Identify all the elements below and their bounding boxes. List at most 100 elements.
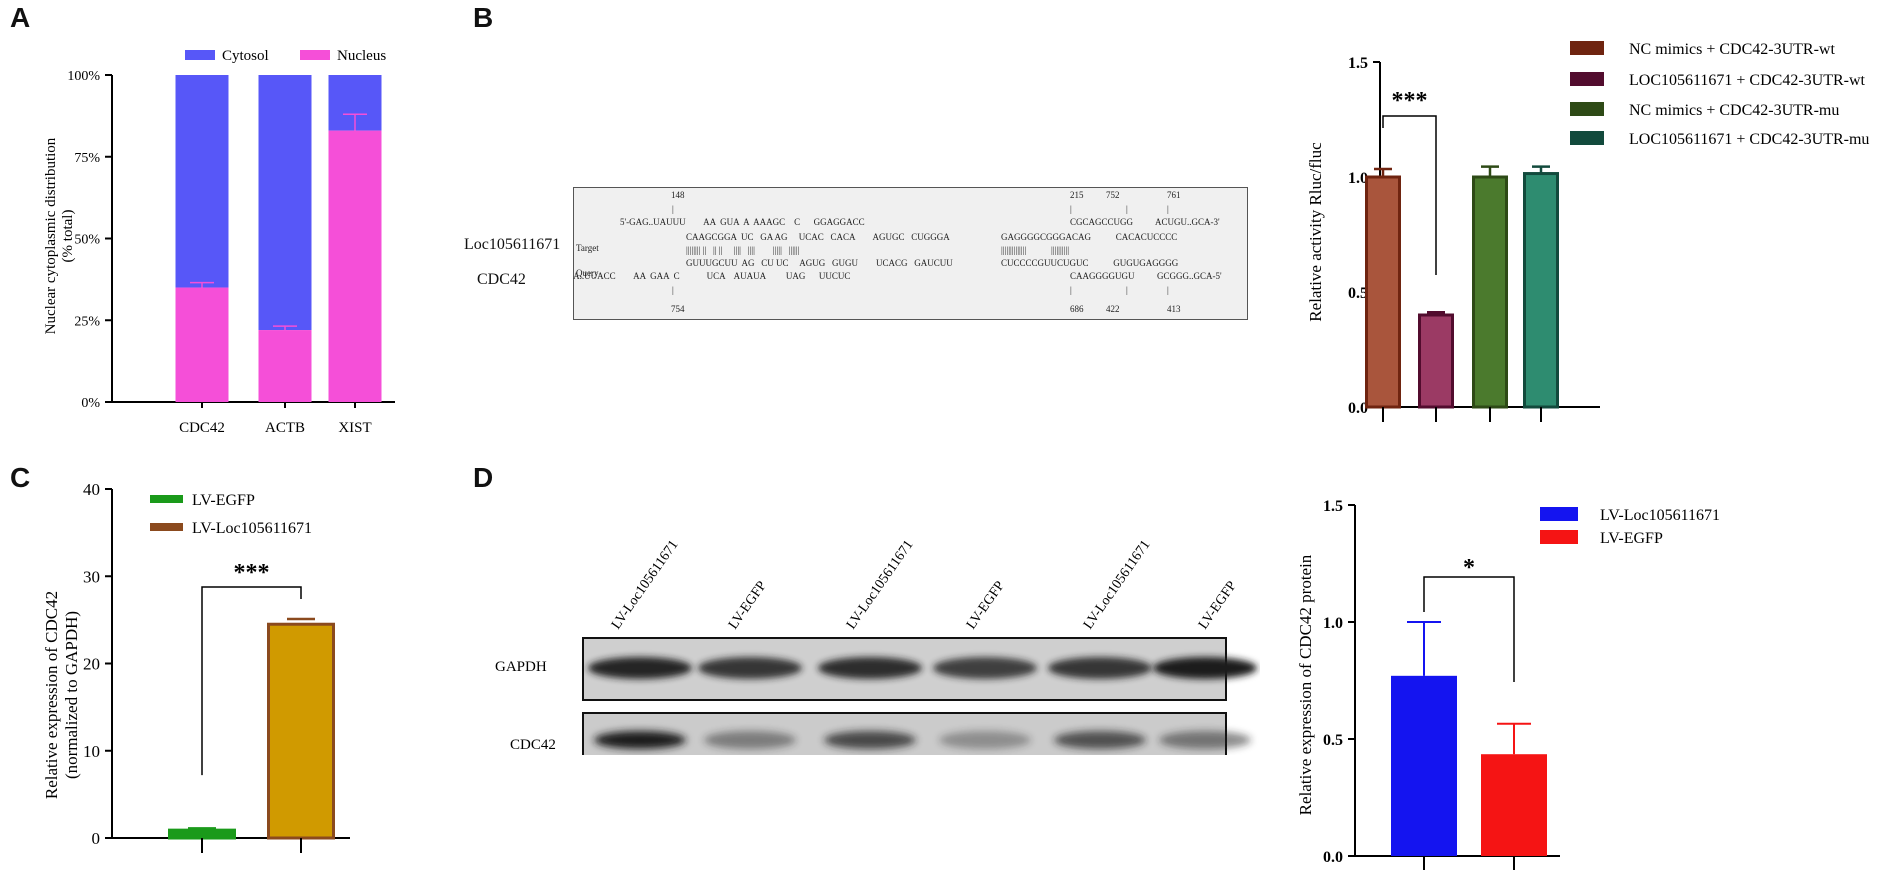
chart-a-y-tick-label: 100%: [67, 69, 100, 84]
chart-b-y-tick-label: 0.0: [1348, 400, 1368, 417]
chart-a-bar-nucleus: [258, 330, 312, 402]
chart-b-significance-bracket: [1382, 115, 1437, 275]
alignment-bottom-number-1: 754: [671, 304, 685, 314]
chart-c-y-tick-label: 40: [83, 480, 100, 499]
alignment-line-5: 3'-AAA..UUACC AA GAA C UCA AUAUA UAG UUC…: [573, 271, 850, 281]
chart-c-bar: [168, 828, 236, 840]
panel-label-a: A: [10, 2, 31, 33]
chart-a-x-tick-label: ACTB: [265, 420, 305, 436]
alignment-tag-target: Target: [576, 243, 599, 253]
chart-b-relative-activity: Relative activity Rluc/fluc 0.0 0.5 1.0 1.5 *…: [1306, 41, 1869, 422]
blot-band-cdc42: [824, 731, 916, 749]
alignment-row-label-loc: Loc105611671: [464, 236, 561, 253]
legend-label-lv-egfp: LV-EGFP: [192, 492, 255, 509]
chart-d-significance-bracket: [1423, 576, 1515, 682]
chart-c-ylabel-line1: Relative expression of CDC42: [42, 591, 61, 799]
alignment-tick: |: [1126, 285, 1128, 295]
alignment-line-5-right: CAAGGGGUGU GCGGG..GCA-5': [1070, 271, 1222, 281]
blot-lane-label: LV-EGFP: [964, 578, 1008, 632]
chart-a-nuclear-cytoplasmic: Nuclear cytoplasmic distribution (% tota…: [43, 48, 395, 436]
legend-swatch-nucleus: [300, 50, 330, 60]
chart-b-legend-label: NC mimics + CDC42-3UTR-mu: [1629, 102, 1839, 119]
alignment-line-3-right: |||||||||||||| ||||||||||: [1001, 245, 1069, 255]
chart-a-x-tick-label: CDC42: [179, 420, 225, 436]
legend-swatch-lv-egfp: [150, 495, 183, 503]
blot-band-gapdh: [698, 657, 802, 679]
chart-a-bar-nucleus: [175, 287, 229, 402]
legend-label-nucleus: Nucleus: [337, 48, 386, 64]
chart-a-bar-cytosol: [175, 75, 229, 288]
alignment-line-4: GUUUGCUU AG CU UC AGUG GUGU UCACG GAUCUU: [686, 258, 953, 268]
alignment-bottom-number-3: 422: [1106, 304, 1120, 314]
chart-b-y-tick-label: 1.0: [1348, 170, 1368, 187]
alignment-tag-query: Query: [576, 268, 599, 278]
blot-lane-label: LV-Loc105611671: [844, 538, 917, 633]
chart-d-bar: [1481, 754, 1547, 856]
chart-b-legend-label: LOC105611671 + CDC42-3UTR-wt: [1629, 72, 1866, 89]
panel-label-c: C: [10, 462, 31, 493]
western-blot: LV-Loc105611671 LV-EGFP LV-Loc105611671 LV-…: [495, 538, 1257, 755]
alignment-line-3: |||||||| || || || |||| |||| ||||| ||||||: [686, 245, 800, 255]
chart-d-y-tick-label: 1.5: [1323, 498, 1343, 515]
chart-a-y-tick-label: 75%: [74, 151, 100, 166]
chart-c-relative-expression: Relative expression of CDC42 (normalized…: [42, 480, 350, 853]
alignment-line-2-right: GAGGGGCGGGACAG CACACUCCCC: [1001, 232, 1177, 242]
panel-label-b: B: [473, 2, 494, 33]
blot-lane-label: LV-EGFP: [726, 578, 770, 632]
chart-b-legend-swatch: [1570, 131, 1604, 145]
blot-band-cdc42: [1159, 731, 1251, 749]
chart-b-legend-swatch: [1570, 102, 1604, 116]
alignment-tick: |: [1167, 204, 1169, 214]
alignment-top-number-3: 752: [1106, 190, 1120, 200]
legend-swatch-lv-loc: [150, 523, 183, 531]
blot-lane-label: LV-Loc105611671: [609, 538, 682, 633]
alignment-top-number-1: 148: [671, 190, 685, 200]
chart-d-ylabel: Relative expression of CDC42 protein: [1296, 554, 1315, 815]
chart-d-legend: LV-Loc105611671 LV-EGFP: [1540, 507, 1720, 547]
alignment-tick: |: [1070, 204, 1072, 214]
alignment-tick: |: [672, 285, 674, 295]
alignment-line-1: 5'-GAG..UAUUU AA GUA A AAAGC C GGAGGACC: [620, 217, 865, 227]
alignment-tick: |: [1126, 204, 1128, 214]
chart-c-significance-label: ***: [234, 560, 270, 586]
chart-d-legend-label: LV-EGFP: [1600, 530, 1663, 547]
chart-d-y-tick-label: 0.5: [1323, 732, 1343, 749]
chart-a-bar-nucleus: [328, 130, 382, 402]
legend-label-cytosol: Cytosol: [222, 48, 269, 64]
blot-row-label-gapdh: GAPDH: [495, 659, 547, 675]
chart-a-ylabel-line2: (% total): [60, 210, 76, 263]
chart-c-legend: LV-EGFP LV-Loc105611671: [150, 492, 312, 537]
legend-swatch-cytosol: [185, 50, 215, 60]
alignment-tick: |: [1070, 285, 1072, 295]
chart-c-significance-bracket: [201, 586, 302, 776]
chart-c-y-tick-label: 20: [83, 655, 100, 674]
blot-band-gapdh: [588, 657, 692, 679]
alignment-tick: |: [1167, 285, 1169, 295]
chart-c-y-tick-label: 10: [83, 742, 100, 761]
blot-band-cdc42: [594, 731, 686, 749]
chart-c-bar: [267, 622, 335, 840]
chart-b-ylabel: Relative activity Rluc/fluc: [1306, 142, 1325, 322]
sequence-alignment-box: 148 215 752 761 | | | | 5'-GAG..UAUUU AA…: [573, 187, 1248, 320]
chart-b-bar: [1365, 175, 1401, 409]
chart-b-bar: [1418, 313, 1454, 409]
legend-label-lv-loc: LV-Loc105611671: [192, 520, 312, 537]
alignment-row-label-cdc42: CDC42: [477, 271, 526, 288]
blot-band-gapdh: [1048, 657, 1152, 679]
blot-band-cdc42: [939, 731, 1031, 749]
blot-row-label-cdc42: CDC42: [510, 737, 556, 753]
blot-lane-label: LV-EGFP: [1196, 578, 1240, 632]
chart-b-legend: NC mimics + CDC42-3UTR-wt LOC105611671 + …: [1570, 41, 1869, 148]
alignment-bottom-number-4: 413: [1167, 304, 1181, 314]
panel-label-d: D: [473, 462, 494, 493]
chart-d-significance-label: *: [1463, 555, 1475, 581]
chart-b-y-tick-label: 0.5: [1348, 285, 1368, 302]
chart-d-y-tick-label: 0.0: [1323, 849, 1343, 866]
blot-band-cdc42: [1054, 731, 1146, 749]
blot-band-gapdh: [818, 657, 922, 679]
blot-band-gapdh: [933, 657, 1037, 679]
alignment-tick: |: [672, 204, 674, 214]
chart-a-y-tick-label: 0%: [81, 396, 100, 411]
alignment-line-2: CAAGCGGA UC GA AG UCAC CACA AGUGC CUGGGA: [686, 232, 950, 242]
chart-a-bar-cytosol: [258, 75, 312, 331]
